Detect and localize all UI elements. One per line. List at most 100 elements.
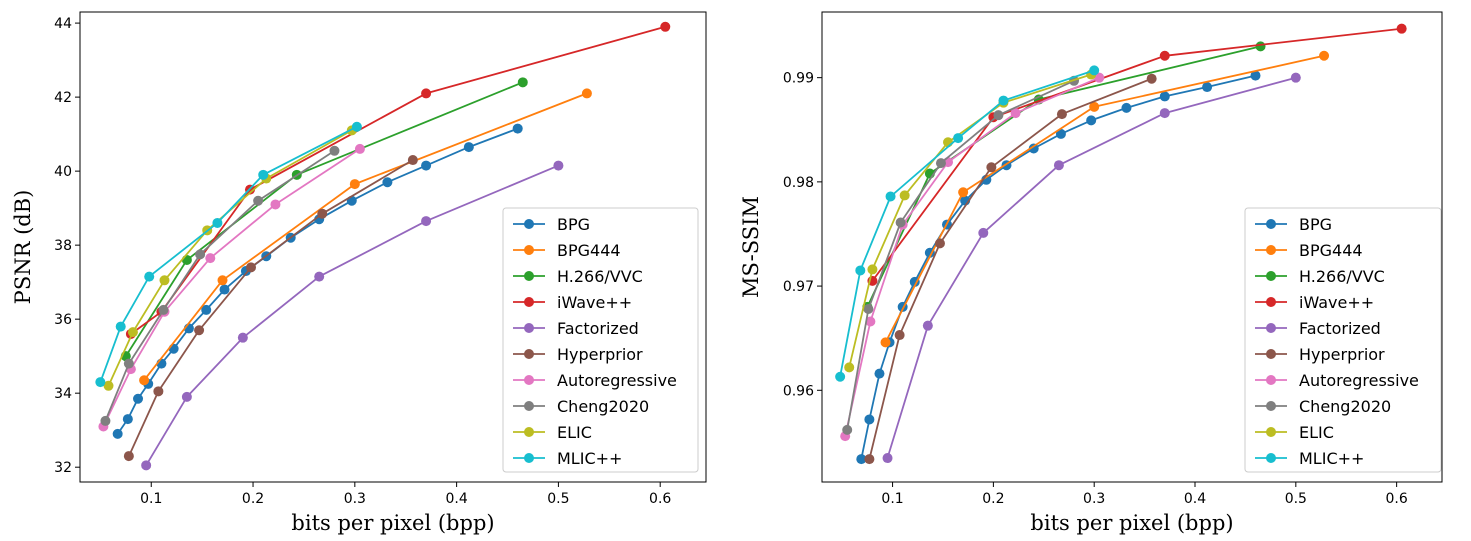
psnr-x-tick-label: 0.3 xyxy=(344,491,366,507)
msssim-data-point xyxy=(1146,73,1157,84)
psnr-data-point xyxy=(354,143,365,154)
psnr-series-line xyxy=(102,148,361,427)
psnr-data-point xyxy=(123,358,134,369)
msssim-data-point xyxy=(1159,91,1170,102)
psnr-series-line xyxy=(107,129,353,387)
psnr-data-point xyxy=(159,275,170,286)
psnr-series-0 xyxy=(112,123,523,439)
psnr-legend-swatch-marker xyxy=(524,453,534,463)
psnr-plot-frame xyxy=(79,11,707,483)
msssim-data-point xyxy=(1319,50,1330,61)
psnr-y-tick-label: 34 xyxy=(54,386,72,402)
psnr-legend-label: iWave++ xyxy=(557,293,632,312)
psnr-data-point xyxy=(217,275,228,286)
msssim-data-point xyxy=(1056,109,1067,120)
psnr-data-point xyxy=(127,327,138,338)
psnr-data-point xyxy=(270,199,281,210)
msssim-data-point xyxy=(844,362,855,373)
msssim-data-point xyxy=(978,227,989,238)
msssim-data-point xyxy=(899,190,910,201)
psnr-data-point xyxy=(246,262,257,273)
msssim-data-point xyxy=(865,316,876,327)
psnr-data-point xyxy=(553,160,564,171)
msssim-x-tick-label: 0.1 xyxy=(881,491,903,507)
msssim-series-4 xyxy=(882,72,1301,464)
psnr-legend-swatch-marker xyxy=(524,297,534,307)
msssim-data-point xyxy=(874,368,885,379)
psnr-data-point xyxy=(195,249,206,260)
psnr-series-line xyxy=(128,159,414,457)
psnr-legend-label: BPG444 xyxy=(557,241,621,260)
psnr-data-point xyxy=(95,377,106,388)
msssim-data-point xyxy=(864,414,875,425)
msssim-legend-label: Cheng2020 xyxy=(1299,397,1391,416)
psnr-series-line xyxy=(143,92,588,381)
msssim-data-point xyxy=(856,454,867,465)
psnr-y-tick-label: 36 xyxy=(54,312,72,328)
psnr-data-point xyxy=(382,177,393,188)
msssim-x-tick-label: 0.3 xyxy=(1083,491,1105,507)
msssim-data-point xyxy=(1159,108,1170,119)
msssim-series-5 xyxy=(864,73,1157,465)
psnr-data-point xyxy=(181,391,192,402)
msssim-series-line xyxy=(848,73,1092,368)
psnr-data-point xyxy=(253,195,264,206)
psnr-data-point xyxy=(421,88,432,99)
psnr-data-point xyxy=(349,179,360,190)
psnr-legend: BPG BPG444 H.266/VVC iWave++ Factorized Hyper… xyxy=(502,207,699,473)
psnr-x-tick-label: 0.2 xyxy=(242,491,264,507)
psnr-data-point xyxy=(237,332,248,343)
psnr-data-point xyxy=(421,216,432,227)
msssim-data-point xyxy=(1086,115,1097,126)
psnr-series-5 xyxy=(123,155,418,462)
psnr-data-point xyxy=(317,208,328,219)
msssim-legend-label: BPG444 xyxy=(1299,241,1363,260)
psnr-y-tick-label: 38 xyxy=(54,238,72,254)
psnr-legend-swatch-marker xyxy=(524,349,534,359)
msssim-legend-swatch-marker xyxy=(1266,271,1276,281)
msssim-series-line xyxy=(844,76,1100,437)
msssim-data-point xyxy=(880,337,891,348)
msssim-data-point xyxy=(1202,82,1213,93)
msssim-series-line xyxy=(886,76,1297,459)
psnr-x-tick-label: 0.6 xyxy=(649,491,671,507)
msssim-x-tick-label: 0.5 xyxy=(1285,491,1307,507)
msssim-data-point xyxy=(882,453,893,464)
msssim-series-6 xyxy=(840,72,1105,442)
msssim-series-7 xyxy=(842,75,1080,435)
msssim-data-point xyxy=(953,133,964,144)
msssim-data-point xyxy=(1010,108,1021,119)
psnr-series-6 xyxy=(98,143,365,432)
msssim-data-point xyxy=(867,264,878,275)
psnr-series-line xyxy=(145,164,559,466)
psnr-x-tick-label: 0.4 xyxy=(445,491,467,507)
psnr-data-point xyxy=(112,428,123,439)
psnr-data-point xyxy=(407,155,418,166)
msssim-data-point xyxy=(1290,72,1301,83)
psnr-series-9 xyxy=(95,121,362,388)
msssim-legend-label: MLIC++ xyxy=(1299,449,1364,468)
msssim-data-point xyxy=(1396,23,1407,34)
msssim-legend-label: Hyperprior xyxy=(1299,345,1385,364)
psnr-data-point xyxy=(115,321,126,332)
psnr-data-point xyxy=(144,271,155,282)
psnr-y-tick-label: 44 xyxy=(54,16,72,32)
psnr-legend-box xyxy=(502,207,699,473)
msssim-data-point xyxy=(993,110,1004,121)
psnr-data-point xyxy=(168,343,179,354)
msssim-legend-swatch-marker xyxy=(1266,323,1276,333)
psnr-legend-swatch-marker xyxy=(524,245,534,255)
psnr-data-point xyxy=(181,254,192,265)
msssim-data-point xyxy=(842,424,853,435)
msssim-series-line xyxy=(884,54,1325,343)
psnr-legend-label: MLIC++ xyxy=(557,449,622,468)
psnr-legend-swatch-marker xyxy=(524,401,534,411)
psnr-legend-swatch-marker xyxy=(524,323,534,333)
psnr-legend-swatch-marker xyxy=(524,375,534,385)
msssim-x-tick-label: 0.6 xyxy=(1386,491,1408,507)
psnr-series-line xyxy=(99,125,358,383)
msssim-data-point xyxy=(1094,72,1105,83)
msssim-data-point xyxy=(885,191,896,202)
psnr-legend-label: ELIC xyxy=(557,423,592,442)
psnr-legend-swatch-marker xyxy=(524,427,534,437)
